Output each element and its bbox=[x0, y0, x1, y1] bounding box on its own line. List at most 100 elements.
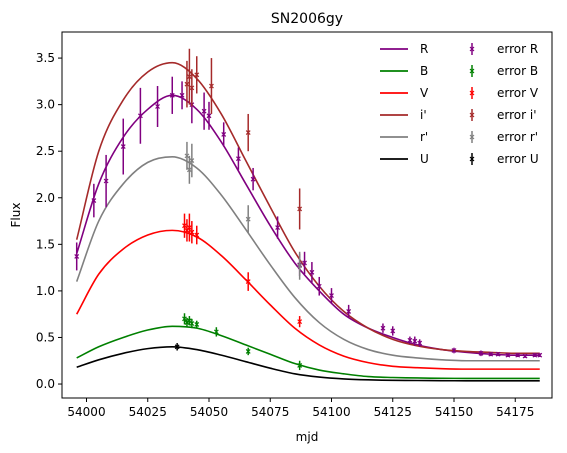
error-series-v bbox=[182, 213, 303, 328]
y-tick-label: 1.0 bbox=[36, 284, 55, 298]
data-point-marker bbox=[184, 81, 190, 87]
x-tick-label: 54125 bbox=[374, 405, 412, 419]
series-line-u bbox=[76, 345, 540, 382]
data-point-marker bbox=[390, 328, 396, 334]
data-point-marker bbox=[297, 263, 303, 269]
y-tick-label: 3.5 bbox=[36, 51, 55, 65]
legend-label: error r' bbox=[497, 130, 538, 144]
data-point-marker bbox=[174, 344, 180, 350]
data-point-marker bbox=[515, 352, 521, 358]
data-point-marker bbox=[309, 269, 315, 275]
legend-item-error-i-prime: error i' bbox=[469, 108, 537, 122]
legend-item-error-r-prime: error r' bbox=[469, 130, 538, 144]
data-point-marker bbox=[189, 158, 195, 163]
x-tick-label: 54000 bbox=[67, 405, 105, 419]
y-tick-label: 0.0 bbox=[36, 377, 55, 391]
data-point-marker bbox=[179, 92, 185, 98]
data-point-marker bbox=[194, 232, 200, 238]
data-point-marker bbox=[184, 153, 190, 159]
legend-marker-swatch bbox=[469, 90, 475, 96]
legend-label: U bbox=[420, 152, 429, 166]
data-point-marker bbox=[137, 113, 143, 119]
data-point-marker bbox=[209, 83, 214, 89]
data-point-marker bbox=[169, 92, 175, 98]
error-series-b bbox=[182, 313, 303, 371]
legend-label: B bbox=[420, 64, 428, 78]
data-point-marker bbox=[495, 351, 501, 357]
legend-label: R bbox=[420, 42, 428, 56]
y-tick-label: 1.5 bbox=[36, 237, 55, 251]
data-point-marker bbox=[194, 72, 200, 78]
x-tick-label: 54075 bbox=[251, 405, 289, 419]
data-point-marker bbox=[297, 319, 303, 325]
data-point-marker bbox=[120, 144, 126, 149]
data-point-marker bbox=[275, 225, 281, 230]
legend-item-u: U bbox=[380, 152, 429, 166]
legend-item-error-r: error R bbox=[469, 42, 538, 56]
data-point-marker bbox=[186, 74, 192, 80]
legend-item-r-prime: r' bbox=[380, 130, 428, 144]
data-point-marker bbox=[221, 132, 227, 137]
data-point-marker bbox=[186, 167, 192, 173]
error-series-i-prime bbox=[184, 48, 303, 230]
data-point-marker bbox=[329, 293, 334, 298]
data-point-marker bbox=[194, 322, 200, 327]
data-point-marker bbox=[189, 85, 195, 91]
data-point-marker bbox=[417, 340, 423, 346]
y-tick-label: 3.0 bbox=[36, 98, 55, 112]
series-line-r-prime bbox=[75, 155, 540, 362]
data-point-marker bbox=[213, 329, 219, 335]
legend-label: error B bbox=[497, 64, 538, 78]
data-point-marker bbox=[316, 283, 322, 289]
legend-item-r: R bbox=[380, 42, 428, 56]
x-tick-label: 54050 bbox=[190, 405, 228, 419]
legend-label: error V bbox=[497, 86, 539, 100]
data-point-marker bbox=[346, 308, 352, 314]
data-point-marker bbox=[201, 108, 207, 114]
legend-item-b: B bbox=[380, 64, 428, 78]
data-point-marker bbox=[478, 350, 484, 356]
error-series-r-prime bbox=[184, 141, 303, 280]
data-point-marker bbox=[297, 206, 303, 212]
data-point-marker bbox=[182, 316, 187, 322]
legend-marker-swatch bbox=[469, 68, 475, 74]
data-point-marker bbox=[302, 260, 307, 266]
y-axis: 0.0 0.5 1.0 1.5 2.0 2.5 3.0 3.5 bbox=[36, 51, 62, 391]
data-point-marker bbox=[186, 225, 192, 230]
data-point-marker bbox=[412, 338, 418, 344]
data-point-marker bbox=[245, 130, 251, 136]
legend-label: error i' bbox=[497, 108, 537, 122]
x-tick-label: 54025 bbox=[129, 405, 167, 419]
data-point-marker bbox=[407, 337, 413, 343]
x-tick-label: 54175 bbox=[496, 405, 534, 419]
legend-label: error U bbox=[497, 152, 539, 166]
x-axis: 54000 54025 54050 54075 54100 54125 54150 54175 bbox=[67, 398, 534, 419]
legend-marker-swatch bbox=[469, 156, 475, 162]
y-tick-label: 2.0 bbox=[36, 191, 55, 205]
data-point-marker bbox=[155, 104, 160, 109]
legend-label: error R bbox=[497, 42, 538, 56]
legend-label: r' bbox=[420, 130, 428, 144]
legend-item-error-u: error U bbox=[469, 152, 539, 166]
error-points bbox=[74, 48, 543, 371]
legend-item-error-v: error V bbox=[469, 86, 539, 100]
data-point-marker bbox=[532, 352, 538, 358]
y-tick-label: 2.5 bbox=[36, 144, 55, 158]
data-point-marker bbox=[522, 353, 528, 359]
legend-marker-swatch bbox=[469, 46, 475, 52]
series-line-v bbox=[75, 229, 540, 370]
data-point-marker bbox=[91, 198, 97, 203]
legend-marker-swatch bbox=[469, 134, 475, 140]
series-line-b bbox=[76, 325, 540, 380]
data-point-marker bbox=[103, 178, 109, 184]
data-point-marker bbox=[297, 362, 303, 368]
x-axis-label: mjd bbox=[296, 430, 319, 444]
data-point-marker bbox=[451, 348, 457, 353]
data-point-marker bbox=[250, 176, 256, 182]
legend-label: i' bbox=[420, 108, 427, 122]
data-point-marker bbox=[189, 229, 195, 235]
data-point-marker bbox=[206, 113, 212, 119]
legend-label: V bbox=[420, 86, 429, 100]
